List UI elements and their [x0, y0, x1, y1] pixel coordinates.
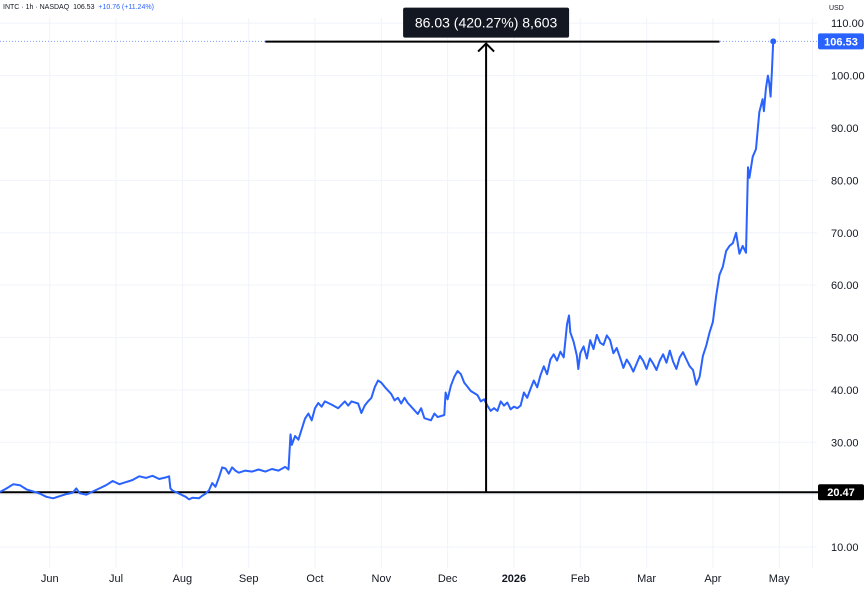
x-tick-label: Jun: [41, 573, 59, 585]
y-tick-label: 50.00: [831, 333, 859, 345]
x-tick-label: 2026: [502, 573, 526, 585]
y-tick-label: 10.00: [831, 542, 859, 554]
interval-label: 1h: [25, 4, 34, 11]
y-tick-label: 40.00: [831, 385, 859, 397]
x-tick-label: Dec: [438, 573, 458, 585]
exchange-label: NASDAQ: [39, 4, 70, 11]
chart-header: INTC · 1h · NASDAQ 106.53 +10.76 (+11.24…: [3, 4, 154, 11]
change-label: +10.76 (+11.24%): [98, 4, 154, 11]
x-tick-label: Aug: [173, 573, 193, 585]
x-tick-label: Jul: [109, 573, 123, 585]
y-tick-label: 110.00: [831, 18, 864, 30]
measure-arrow-head: [477, 42, 495, 53]
price-series-line: [0, 41, 775, 501]
last-price-badge: [818, 33, 864, 50]
y-tick-label: 80.00: [831, 175, 859, 187]
reference-price-badge: [818, 484, 864, 501]
y-tick-label: 90.00: [831, 123, 859, 135]
x-tick-label: Feb: [571, 573, 590, 585]
price-label: 106.53: [73, 4, 95, 11]
measure-label-box: [403, 7, 570, 38]
x-tick-label: Mar: [637, 573, 656, 585]
reference-price-badge-label: 20.47: [827, 487, 855, 499]
measure-label: 86.03 (420.27%) 8,603: [415, 15, 558, 31]
y-tick-label: 30.00: [831, 437, 859, 449]
x-tick-label: May: [769, 573, 790, 585]
x-tick-label: Nov: [372, 573, 392, 585]
x-tick-label: Apr: [704, 573, 721, 585]
y-tick-label: 70.00: [831, 228, 859, 240]
currency-label[interactable]: USD: [829, 5, 844, 12]
last-price-point: [770, 38, 777, 45]
symbol-label: INTC: [3, 4, 20, 11]
y-tick-label: 60.00: [831, 280, 859, 292]
y-tick-label: 100.00: [831, 71, 865, 83]
x-tick-label: Oct: [306, 573, 323, 585]
x-tick-label: Sep: [239, 573, 259, 585]
last-price-badge-label: 106.53: [824, 36, 858, 48]
